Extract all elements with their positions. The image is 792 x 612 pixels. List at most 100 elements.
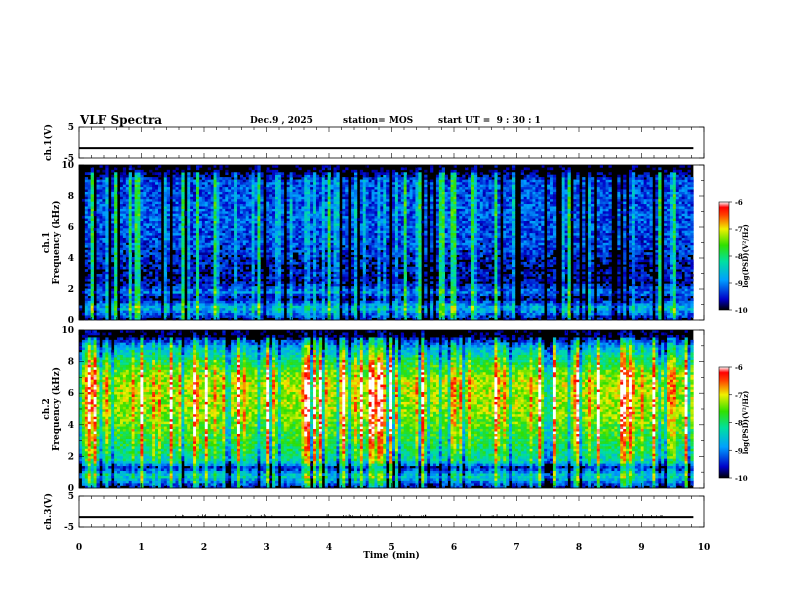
spectrogram-cell	[96, 181, 100, 185]
spectrogram-cell	[272, 189, 276, 192]
spectrogram-cell	[157, 196, 162, 200]
spectrogram-cell	[198, 206, 203, 209]
spectrogram-cell	[298, 293, 302, 297]
spectrogram-cell	[260, 230, 264, 234]
spectrogram-cell	[111, 174, 115, 178]
spectrogram-cell	[181, 242, 185, 246]
spectrogram-cell	[172, 223, 176, 226]
spectrogram-cell	[236, 237, 241, 241]
spectrogram-cell	[196, 303, 200, 306]
spectrogram-cell	[324, 288, 328, 292]
spectrogram-cell	[275, 257, 279, 260]
spectrogram-cell	[345, 198, 349, 202]
spectrogram-cell	[213, 172, 217, 175]
spectrogram-cell	[125, 273, 130, 277]
spectrogram-cell	[304, 269, 308, 272]
spectrogram-cell	[234, 276, 238, 280]
spectrogram-cell	[155, 283, 159, 287]
spectrogram-cell	[286, 266, 290, 270]
spectrogram-cell	[114, 278, 118, 282]
spectrogram-cell	[157, 300, 162, 304]
spectrogram-cell	[128, 271, 132, 275]
spectrogram-cell	[125, 181, 130, 185]
spectrogram-cell	[187, 186, 191, 190]
spectrogram-cell	[321, 295, 326, 299]
spectrogram-cell	[114, 271, 118, 275]
spectrogram-cell	[99, 278, 103, 282]
spectrogram-cell	[155, 208, 159, 212]
spectrogram-cell	[87, 249, 92, 253]
spectrogram-cell	[283, 223, 288, 226]
spectrogram-cell	[275, 196, 279, 200]
spectrogram-cell	[336, 181, 340, 185]
spectrogram-cell	[359, 261, 364, 265]
spectrogram-cell	[295, 290, 299, 294]
spectrogram-cell	[201, 186, 206, 190]
spectrogram-cell	[137, 254, 141, 258]
spectrogram-cell	[219, 259, 223, 263]
spectrogram-cell	[152, 288, 156, 292]
spectrogram-cell	[119, 310, 124, 314]
spectrogram-cell	[96, 283, 100, 287]
spectrogram-cell	[122, 247, 127, 251]
spectrogram-cell	[280, 307, 285, 311]
spectrogram-cell	[172, 237, 176, 241]
spectrogram-cell	[96, 213, 100, 217]
spectrogram-cell	[292, 242, 296, 246]
spectrogram-cell	[163, 206, 168, 209]
spectrogram-cell	[216, 232, 220, 236]
spectrogram-cell	[140, 213, 144, 217]
spectrogram-cell	[213, 223, 217, 226]
spectrogram-cell	[193, 278, 197, 282]
spectrogram-cell	[275, 312, 279, 316]
spectrogram-cell	[231, 181, 235, 185]
spectrogram-cell	[196, 206, 200, 209]
spectrogram-cell	[111, 266, 115, 270]
spectrogram-cell	[266, 237, 270, 241]
spectrogram-cell	[257, 186, 261, 190]
spectrogram-cell	[198, 191, 203, 195]
spectrogram-cell	[222, 206, 226, 209]
spectrogram-cell	[178, 288, 182, 292]
spectrogram-cell	[327, 232, 331, 236]
spectrogram-cell	[198, 298, 203, 301]
spectrogram-cell	[96, 266, 100, 270]
spectrogram-cell	[236, 172, 241, 175]
spectrogram-cell	[190, 194, 194, 197]
spectrogram-cell	[190, 235, 194, 238]
spectrogram-cell	[228, 230, 232, 234]
spectrogram-cell	[122, 186, 127, 190]
spectrogram-cell	[157, 266, 162, 270]
spectrogram-cell	[354, 227, 358, 231]
spectrogram-cell	[248, 276, 252, 280]
spectrogram-cell	[207, 227, 211, 231]
spectrogram-cell	[231, 227, 235, 231]
spectrogram-cell	[146, 206, 150, 209]
spectrogram-cell	[272, 206, 276, 209]
spectrogram-cell	[213, 242, 217, 246]
spectrogram-cell	[181, 225, 185, 229]
spectrogram-cell	[362, 283, 367, 287]
spectrogram-cell	[125, 247, 130, 251]
spectrogram-cell	[272, 225, 276, 229]
spectrogram-cell	[149, 215, 153, 219]
spectrogram-cell	[231, 203, 235, 207]
spectrogram-cell	[102, 312, 106, 316]
spectrogram-cell	[216, 225, 220, 229]
spectrogram-cell	[114, 290, 118, 294]
spectrogram-cell	[81, 198, 86, 202]
spectrogram-cell	[275, 240, 279, 243]
spectrogram-cell	[266, 310, 270, 314]
spectrogram-cell	[251, 315, 255, 318]
spectrogram-cell	[204, 298, 209, 301]
spectrogram-cell	[157, 307, 162, 311]
spectrogram-cell	[307, 196, 311, 200]
spectrogram-cell	[292, 310, 296, 314]
spectrogram-cell	[295, 303, 299, 306]
spectrogram-cell	[114, 235, 118, 238]
spectrogram-cell	[210, 194, 214, 197]
spectrogram-cell	[181, 303, 185, 306]
spectrogram-cell	[219, 223, 223, 226]
spectrogram-cell	[216, 249, 220, 253]
spectrogram-cell	[351, 240, 355, 243]
